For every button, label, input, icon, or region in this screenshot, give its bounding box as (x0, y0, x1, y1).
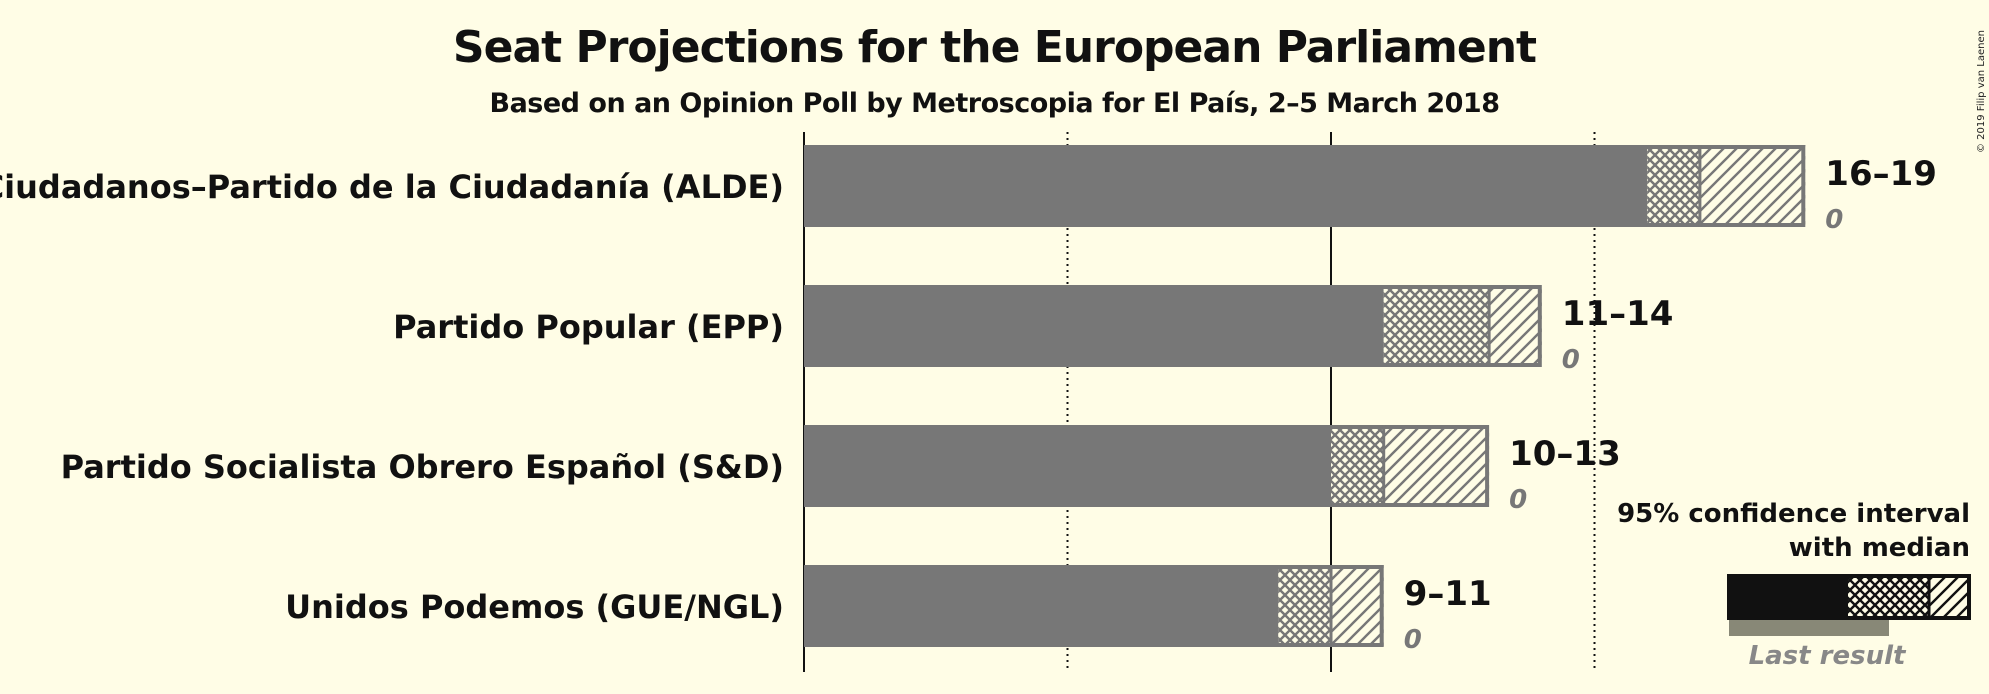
party-label: Ciudadanos–Partido de la Ciudadanía (ALD… (0, 168, 784, 206)
bar-ci-upper (1331, 565, 1384, 647)
last-result-label: 0 (1509, 485, 1527, 515)
legend-cross-swatch (1848, 574, 1929, 620)
bar-ci-lower (1383, 285, 1490, 367)
party-row: Ciudadanos–Partido de la Ciudadanía (ALD… (0, 145, 1937, 235)
party-label: Partido Socialista Obrero Español (S&D) (61, 448, 784, 486)
bar-solid (804, 145, 1648, 227)
legend-hatch-swatch (1929, 574, 1969, 620)
legend-last-result-bar (1729, 620, 1889, 636)
range-label: 11–14 (1562, 294, 1674, 334)
bar-ci-upper (1489, 285, 1542, 367)
bar-ci-upper (1383, 425, 1490, 507)
party-row: Unidos Podemos (GUE/NGL) 9–11 0 (285, 565, 1492, 655)
legend-title-line1: 95% confidence interval (1617, 499, 1970, 529)
bar-solid (804, 565, 1279, 647)
legend-solid-swatch (1727, 574, 1848, 620)
bar-outline (804, 145, 1806, 227)
chart-title: Seat Projections for the European Parlia… (452, 22, 1537, 73)
bar-outline (804, 285, 1542, 367)
chart-subtitle: Based on an Opinion Poll by Metroscopia … (489, 88, 1500, 119)
last-result-label: 0 (1404, 625, 1422, 655)
legend-title-line2: with median (1789, 533, 1970, 563)
bar-outline (804, 565, 1384, 647)
bar-outline (804, 425, 1490, 507)
bar-ci-upper (1699, 145, 1806, 227)
party-label: Unidos Podemos (GUE/NGL) (285, 588, 784, 626)
last-result-label: 0 (1825, 205, 1843, 235)
range-label: 16–19 (1825, 154, 1937, 194)
bar-ci-lower (1278, 565, 1331, 647)
range-label: 9–11 (1404, 574, 1492, 614)
range-label: 10–13 (1509, 434, 1621, 474)
last-result-label: 0 (1562, 345, 1580, 375)
bar-solid (804, 425, 1331, 507)
bar-solid (804, 285, 1384, 367)
bar-ci-lower (1331, 425, 1384, 507)
bar-ci-lower (1647, 145, 1700, 227)
legend-last-result-label: Last result (1749, 641, 1907, 671)
party-row: Partido Socialista Obrero Español (S&D) 1… (61, 425, 1621, 515)
legend-outline (1727, 574, 1971, 620)
party-label: Partido Popular (EPP) (393, 308, 784, 346)
party-row: Partido Popular (EPP) 11–14 0 (393, 285, 1673, 375)
